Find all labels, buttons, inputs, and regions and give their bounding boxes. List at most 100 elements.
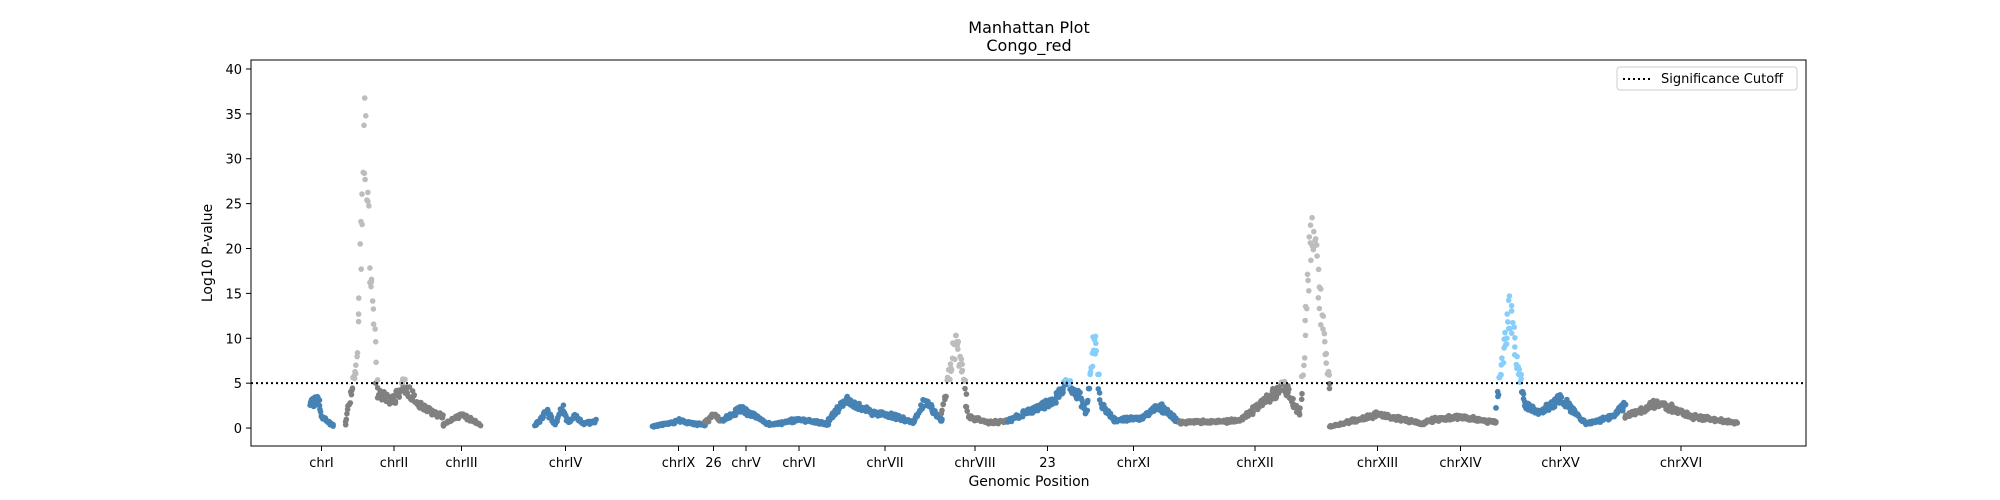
data-point [1087,371,1093,378]
x-tick-label: chrXV [1541,456,1580,471]
data-point [358,266,365,272]
y-axis-ticks: 0 5 10 15 20 25 30 35 40 [225,63,251,437]
x-axis-ticks: chrI chrII chrIII chrIV chrIX 26 chrV chrVI chrV… [309,446,1702,471]
data-point [351,375,358,382]
y-tick-label: 40 [225,63,242,78]
data-points [307,95,1741,430]
data-point [1318,286,1324,292]
data-point [356,295,362,301]
data-point [1304,271,1311,278]
data-point [963,391,970,397]
data-point [1518,375,1524,382]
data-point [1312,236,1319,242]
data-point [1320,313,1327,319]
data-point [1096,371,1102,378]
x-tick-label: chrXVI [1660,456,1702,471]
data-point [369,298,376,304]
x-tick-label: chrVII [866,456,903,471]
data-point [939,407,945,414]
data-point [1503,341,1510,347]
data-point [1304,305,1310,312]
data-point [440,412,446,418]
y-tick-label: 15 [225,287,242,302]
data-point [1077,389,1083,396]
data-point [392,398,399,405]
data-point [1286,386,1292,393]
data-point [1301,355,1308,361]
x-tick-label: chrIX [662,456,696,471]
y-tick-label: 5 [234,377,242,392]
data-point [962,385,968,392]
data-point [1518,371,1524,378]
x-axis-label: Genomic Position [968,474,1089,490]
data-point [363,113,369,119]
data-point [962,377,968,384]
x-tick-label: chrIII [445,456,477,471]
data-point [1326,385,1333,392]
x-tick-label: chrXIII [1357,456,1398,471]
data-point [1083,409,1090,415]
data-point [593,416,599,423]
x-tick-label: 26 [705,456,722,471]
data-point [477,422,484,429]
data-point [1306,234,1313,240]
data-point [1508,330,1515,337]
data-point [1085,397,1091,404]
data-point [1318,322,1324,328]
data-point [1502,329,1508,336]
data-point [361,95,368,101]
data-point [955,346,961,353]
data-point [1316,305,1323,312]
data-point [1551,404,1558,410]
data-point [1315,266,1322,273]
data-point [362,176,368,183]
data-point [361,170,368,177]
data-point [1504,311,1510,317]
data-point [373,359,379,366]
x-tick-label: chrII [380,456,408,471]
data-point [959,367,966,374]
data-point [1520,391,1527,397]
data-point [370,321,377,328]
data-point [940,401,946,407]
data-point [343,416,350,423]
data-point [1622,401,1629,408]
data-point [1508,302,1515,309]
y-tick-label: 30 [225,153,242,168]
data-point [1516,366,1522,373]
data-point [317,409,324,415]
data-point [939,416,945,423]
data-point [344,410,350,417]
data-point [361,122,367,129]
data-point [349,387,355,393]
data-point [1506,293,1513,299]
data-point [1493,405,1499,411]
data-point [365,198,371,205]
data-point [352,368,358,375]
data-point [1305,277,1311,284]
legend-label: Significance Cutoff [1661,72,1784,87]
data-point [1322,338,1328,345]
chart-subtitle: Congo_red [986,36,1071,56]
y-tick-label: 0 [234,422,242,437]
x-tick-label: chrIV [549,456,583,471]
y-tick-label: 25 [225,198,242,213]
data-point [958,356,965,363]
data-point [359,191,365,197]
y-axis-label: Log10 P-value [200,204,216,302]
x-tick-label: chrXIV [1439,456,1481,471]
x-tick-label: chrXI [1117,456,1150,471]
data-point [355,318,362,325]
data-point [1323,360,1329,366]
data-point [348,391,355,398]
data-point [1500,360,1507,366]
data-point [1323,350,1329,357]
data-point [959,361,965,368]
x-tick-label: 23 [1039,456,1056,471]
legend: Significance Cutoff [1616,66,1798,91]
data-point [1306,288,1312,294]
data-point [1089,363,1096,370]
data-point [943,393,949,400]
legend-box [1616,66,1798,91]
